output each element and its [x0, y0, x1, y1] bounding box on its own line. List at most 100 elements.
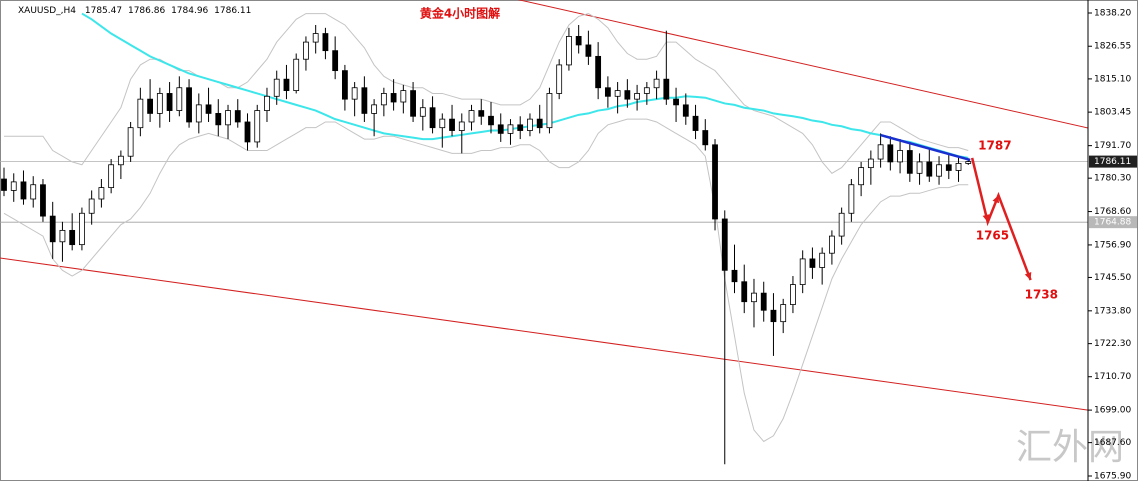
candle-body — [380, 93, 387, 106]
watermark: 汇外网 — [1016, 427, 1124, 468]
candle-body — [225, 110, 231, 126]
y-tick-label: 1733.80 — [1094, 306, 1131, 316]
y-tick-label: 1791.70 — [1094, 141, 1131, 151]
candle-body — [10, 181, 17, 191]
y-tick-label: 1826.55 — [1094, 42, 1131, 52]
candle-body — [965, 161, 972, 164]
candle-body — [809, 258, 816, 268]
candle-body — [643, 87, 650, 94]
candle-body — [478, 110, 485, 117]
candle-body — [906, 150, 913, 174]
candle-body — [926, 161, 933, 177]
candle-body — [293, 58, 300, 91]
candle-body — [760, 292, 767, 311]
open: 1785.47 — [85, 6, 122, 16]
candle-body — [790, 284, 796, 305]
candle-body — [945, 164, 952, 171]
candle-body — [127, 127, 134, 157]
candle-body — [449, 118, 455, 131]
candle-body — [30, 184, 37, 200]
candle-body — [595, 55, 602, 89]
candle-body — [322, 33, 329, 52]
low: 1784.96 — [171, 6, 208, 16]
candle-body — [692, 115, 699, 131]
candle-body — [916, 161, 923, 174]
candle-body — [371, 104, 378, 114]
arrow-head — [982, 214, 990, 223]
y-tick-label: 1675.90 — [1094, 472, 1131, 481]
y-tick-label: 1710.70 — [1094, 372, 1131, 382]
y-tick-label: 1815.10 — [1094, 74, 1131, 84]
y-tick-label: 1838.20 — [1094, 9, 1131, 19]
candle-body — [682, 104, 689, 117]
candle-body — [59, 229, 66, 243]
candle-body — [458, 121, 465, 131]
candle-body — [98, 187, 105, 200]
candle-body — [312, 33, 319, 43]
candle-body — [468, 110, 475, 123]
candle-body — [858, 167, 865, 186]
candle-body — [936, 164, 942, 177]
candle-body — [955, 163, 962, 171]
candle-body — [137, 98, 144, 129]
candle-body — [770, 309, 777, 323]
candle-body — [848, 184, 855, 214]
candle-body — [429, 107, 436, 129]
band-lower — [3, 118, 969, 443]
y-tick-label: 1745.50 — [1094, 273, 1131, 283]
candle-body — [751, 292, 757, 303]
y-tick-label: 1722.30 — [1094, 339, 1131, 349]
arrow-head — [1024, 272, 1032, 281]
candle-body — [108, 164, 115, 188]
current-price-label: 1786.11 — [1094, 157, 1131, 167]
candle-body — [867, 158, 874, 169]
candle-body — [497, 124, 504, 134]
candle-body — [634, 93, 640, 100]
candle-body — [40, 184, 46, 217]
y-tick-label: 1756.90 — [1094, 240, 1131, 250]
candle-body — [741, 281, 748, 303]
candle-body — [234, 110, 241, 123]
candle-body — [215, 113, 222, 126]
candle-body — [1, 178, 7, 191]
candle-body — [283, 78, 290, 91]
channel-line — [517, 0, 1088, 129]
candle-body — [186, 87, 192, 123]
y-tick-label: 1780.30 — [1094, 174, 1131, 184]
candle-body — [439, 118, 446, 129]
candle-body — [69, 229, 76, 246]
candle-body — [887, 144, 894, 163]
candle-body — [663, 78, 670, 100]
candle-body — [341, 70, 348, 100]
candle-body — [176, 87, 183, 111]
candle-body — [332, 50, 339, 72]
candle-body — [400, 90, 407, 103]
candle-body — [205, 104, 212, 114]
candle-body — [546, 93, 553, 129]
candle-body — [838, 212, 845, 237]
symbol: XAUUSD_,H4 — [18, 6, 76, 16]
close: 1786.11 — [214, 6, 251, 16]
candle-body — [575, 35, 582, 46]
annotation: 1765 — [976, 229, 1009, 243]
candle-body — [517, 124, 524, 131]
candle-body — [156, 93, 163, 114]
candle-body — [410, 90, 416, 117]
candle-body — [536, 118, 543, 129]
header: XAUUSD_,H4 1785.47 1786.86 1784.96 1786.… — [18, 6, 251, 16]
candle-body — [829, 235, 835, 254]
candle-body — [147, 98, 154, 114]
arrow-head — [992, 195, 1000, 204]
candle-body — [702, 130, 709, 146]
trendline — [880, 133, 971, 162]
candle-body — [721, 218, 728, 271]
candle-body — [527, 118, 533, 131]
candle-body — [390, 93, 397, 103]
candle-body — [20, 181, 27, 200]
candle-body — [877, 144, 884, 160]
forecast-path — [970, 157, 1032, 281]
candle-body — [303, 41, 309, 60]
candle-body — [488, 115, 494, 126]
